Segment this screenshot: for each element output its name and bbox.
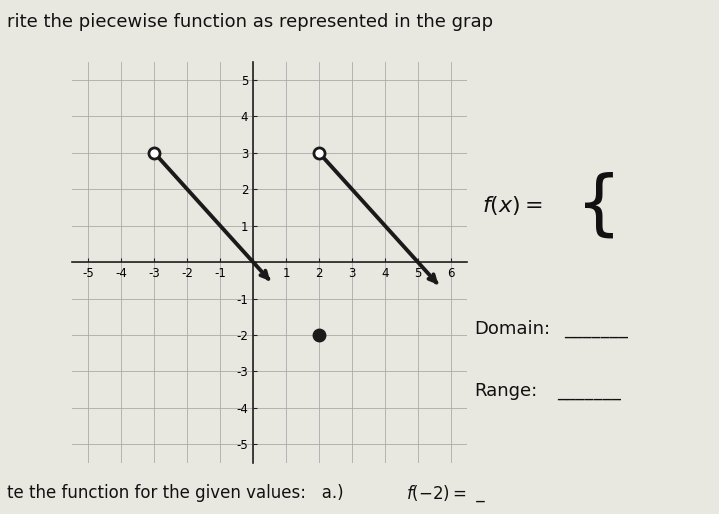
Text: Range:: Range: xyxy=(475,381,538,400)
Text: _______: _______ xyxy=(564,320,628,338)
Text: $\{$: $\{$ xyxy=(575,171,614,241)
Text: te the function for the given values:   a.): te the function for the given values: a.… xyxy=(7,484,349,503)
Text: Domain:: Domain: xyxy=(475,320,551,338)
Text: $f(x) = $: $f(x) = $ xyxy=(482,194,543,217)
Text: _______: _______ xyxy=(557,381,621,400)
Text: $f(-2) =$: $f(-2) =$ xyxy=(406,484,467,503)
Text: _: _ xyxy=(471,484,485,503)
Text: rite the piecewise function as represented in the grap: rite the piecewise function as represent… xyxy=(7,13,493,31)
